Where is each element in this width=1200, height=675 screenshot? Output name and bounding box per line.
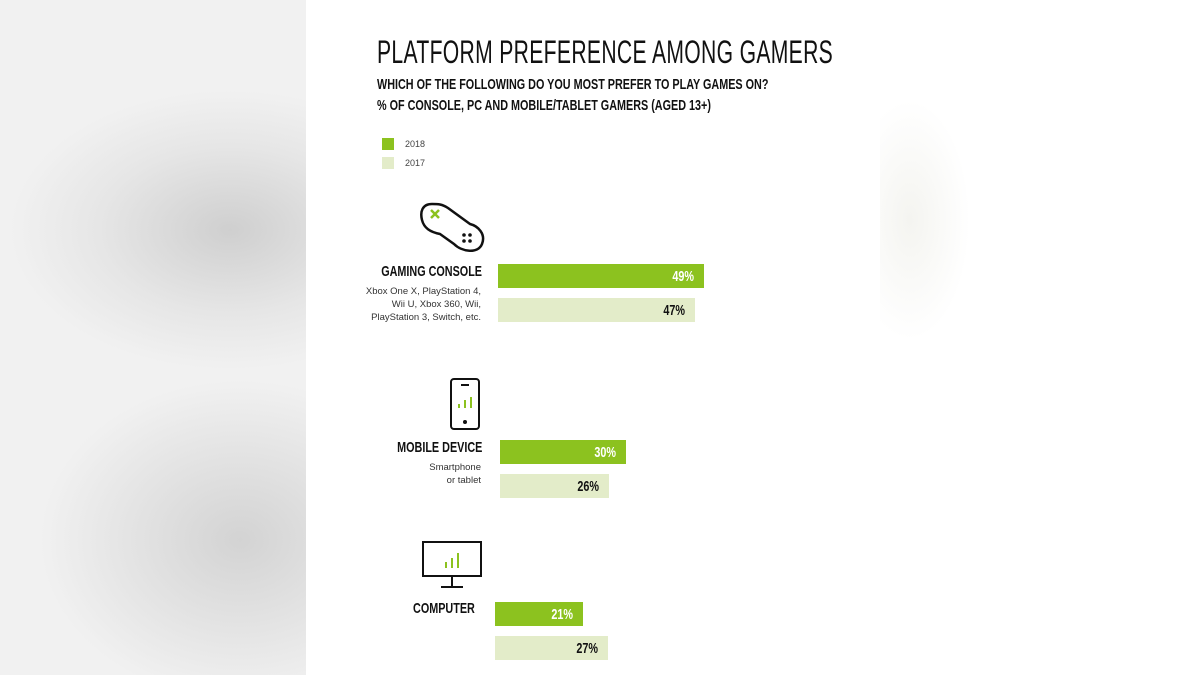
category-name: MOBILE DEVICE <box>396 439 482 456</box>
bar-2017-mobile-device: 26% <box>500 474 610 498</box>
chart-title-text: PLATFORM PREFERENCE AMONG GAMERS <box>377 34 834 70</box>
bar-value-label: 21% <box>551 605 574 623</box>
chart-subtitle-2: % OF CONSOLE, PC AND MOBILE/TABLET GAMER… <box>377 97 841 114</box>
legend-item-2017: 2017 <box>382 157 425 169</box>
bar-2017-computer: 27% <box>495 636 609 660</box>
legend-swatch-2017 <box>382 157 394 169</box>
bar-value-label: 26% <box>577 477 600 495</box>
category-name: GAMING CONSOLE <box>381 263 482 280</box>
bar-2018-computer: 21% <box>495 602 584 626</box>
legend-item-2018: 2018 <box>382 138 425 150</box>
bar-value-label: 27% <box>576 639 599 657</box>
category-description-mobile-device: Smartphone or tablet <box>429 461 481 487</box>
monitor-icon <box>422 541 482 588</box>
category-label-mobile-device: MOBILE DEVICE <box>364 439 482 457</box>
bar-2017-gaming-console: 47% <box>498 298 696 322</box>
description-line: Xbox One X, PlayStation 4, <box>365 286 481 297</box>
blurred-background-right <box>880 0 1200 675</box>
chart-subtitle: WHICH OF THE FOLLOWING DO YOU MOST PREFE… <box>377 76 921 93</box>
legend-label-2017: 2017 <box>405 158 426 168</box>
legend-swatch-2018 <box>382 138 394 150</box>
legend-label-2018: 2018 <box>405 139 426 149</box>
bar-value-label: 30% <box>594 443 616 461</box>
bar-value-label: 49% <box>672 267 694 285</box>
category-label-computer: COMPUTER <box>389 600 475 618</box>
smartphone-icon <box>450 378 480 430</box>
description-line: PlayStation 3, Switch, etc. <box>371 312 481 323</box>
description-line: Wii U, Xbox 360, Wii, <box>391 299 481 310</box>
description-line: or tablet <box>446 475 481 486</box>
bar-value-label: 47% <box>663 301 686 319</box>
chart-subtitle-2-text: % OF CONSOLE, PC AND MOBILE/TABLET GAMER… <box>377 97 711 114</box>
category-name: COMPUTER <box>413 600 475 617</box>
blurred-background-left-lower <box>0 380 306 675</box>
category-description-gaming-console: Xbox One X, PlayStation 4, Wii U, Xbox 3… <box>366 285 481 324</box>
category-label-gaming-console: GAMING CONSOLE <box>342 263 482 281</box>
bar-2018-gaming-console: 49% <box>498 264 704 288</box>
bar-2018-mobile-device: 30% <box>500 440 626 464</box>
chart-title: PLATFORM PREFERENCE AMONG GAMERS <box>377 34 1068 71</box>
gamepad-icon <box>420 202 485 252</box>
description-line: Smartphone <box>429 462 481 473</box>
chart-subtitle-text: WHICH OF THE FOLLOWING DO YOU MOST PREFE… <box>377 76 769 93</box>
